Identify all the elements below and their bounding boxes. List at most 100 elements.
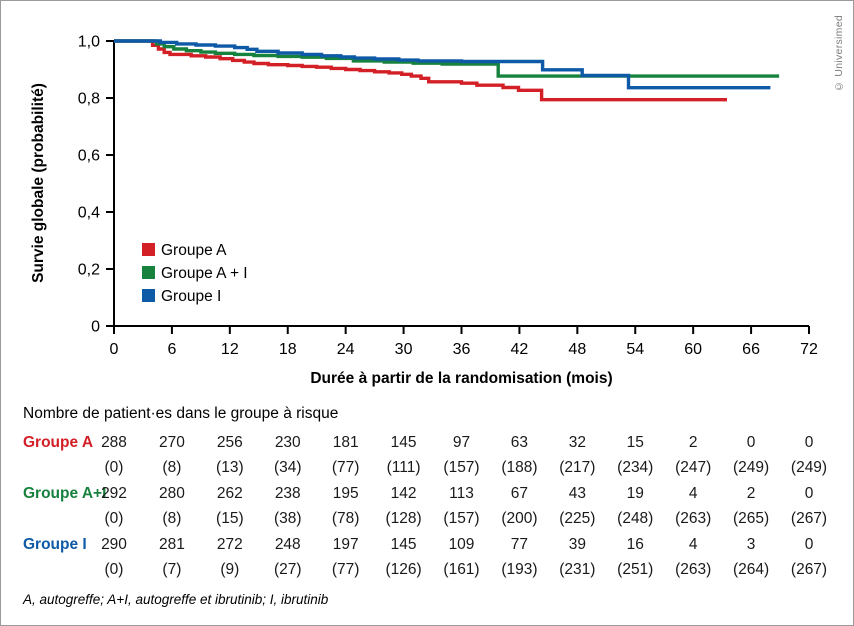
y-tick-label: 0,2 <box>78 262 100 279</box>
risk-at-risk-count: 77 <box>510 536 529 553</box>
risk-censored-count: (265) <box>732 510 770 527</box>
risk-at-risk-count: 142 <box>390 485 417 502</box>
risk-censored-count: (128) <box>385 510 422 527</box>
y-tick-label: 1,0 <box>78 34 100 51</box>
km-chart-svg: 0 0,2 0,4 0,6 0,8 1,0 0 6 12 18 24 30 36 42 48 54 60 66 72… <box>78 34 818 359</box>
risk-at-risk-count: 145 <box>390 434 417 451</box>
risk-at-risk-count: 0 <box>804 536 814 553</box>
x-tick-label: 6 <box>167 341 176 358</box>
risk-censored-count: (34) <box>273 459 302 476</box>
y-tick-label: 0,4 <box>78 205 100 222</box>
risk-at-risk-count: 0 <box>804 434 814 451</box>
risk-table-title: Nombre de patient·es dans le groupe à ri… <box>23 405 339 422</box>
risk-censored-count: (13) <box>216 459 244 476</box>
risk-censored-count: (264) <box>732 561 770 578</box>
risk-row-label-blue: Groupe I <box>23 536 87 553</box>
risk-at-risk-count: 238 <box>274 485 301 502</box>
x-tick-label: 48 <box>568 341 586 358</box>
risk-at-risk-count: 32 <box>568 434 586 451</box>
risk-censored-count: (193) <box>501 561 538 578</box>
x-tick-label: 18 <box>279 341 297 358</box>
risk-at-risk-count: 63 <box>510 434 529 451</box>
x-tick-label: 36 <box>453 341 471 358</box>
risk-censored-count: (267) <box>790 561 828 578</box>
risk-at-risk-count: 2 <box>746 485 756 502</box>
risk-censored-count: (77) <box>331 459 360 476</box>
y-axis-title: Survie globale (probabilité) <box>30 83 47 283</box>
risk-censored-count: (188) <box>501 459 538 476</box>
risk-censored-count: (157) <box>443 510 480 527</box>
legend-label-green: Groupe A + I <box>161 265 248 282</box>
x-tick-label: 24 <box>337 341 355 358</box>
risk-at-risk-count: 195 <box>332 485 359 502</box>
legend-swatch-blue <box>142 289 155 302</box>
risk-at-risk-count: 109 <box>448 536 475 553</box>
risk-at-risk-count: 281 <box>158 536 185 553</box>
risk-censored-count: (263) <box>675 561 712 578</box>
survival-curve-green <box>114 39 780 78</box>
x-tick-label: 60 <box>684 341 702 358</box>
risk-censored-count: (111) <box>386 459 421 476</box>
risk-at-risk-count: 0 <box>746 434 756 451</box>
risk-censored-count: (38) <box>273 510 302 527</box>
risk-censored-count: (249) <box>790 459 828 476</box>
y-tick-label: 0 <box>91 319 100 336</box>
risk-censored-count: (234) <box>617 459 654 476</box>
x-tick-label: 66 <box>742 341 760 358</box>
risk-at-risk-count: 181 <box>332 434 359 451</box>
risk-at-risk-count: 292 <box>101 485 127 502</box>
x-tick-label: 42 <box>511 341 529 358</box>
x-tick-label: 0 <box>110 341 119 358</box>
risk-at-risk-count: 230 <box>274 434 301 451</box>
risk-censored-count: (248) <box>617 510 654 527</box>
risk-at-risk-count: 4 <box>688 536 698 553</box>
risk-at-risk-count: 0 <box>804 485 814 502</box>
risk-censored-count: (27) <box>273 561 302 578</box>
risk-censored-count: (251) <box>617 561 654 578</box>
risk-censored-count: (267) <box>790 510 828 527</box>
risk-at-risk-count: 113 <box>449 485 474 502</box>
risk-censored-count: (249) <box>732 459 770 476</box>
risk-at-risk-count: 280 <box>158 485 185 502</box>
legend-swatch-green <box>142 266 155 279</box>
risk-at-risk-count: 3 <box>746 536 756 553</box>
risk-at-risk-count: 15 <box>626 434 644 451</box>
risk-censored-count: (200) <box>501 510 538 527</box>
x-axis-title: Durée à partir de la randomisation (mois… <box>310 370 613 387</box>
risk-censored-count: (0) <box>104 510 124 527</box>
risk-at-risk-count: 39 <box>568 536 586 553</box>
risk-at-risk-count: 262 <box>216 485 243 502</box>
legend-label-red: Groupe A <box>161 242 227 259</box>
risk-at-risk-count: 19 <box>626 485 644 502</box>
risk-row-label-red: Groupe A <box>23 434 94 451</box>
risk-censored-count: (9) <box>220 561 240 578</box>
risk-at-risk-count: 145 <box>390 536 417 553</box>
risk-censored-count: (8) <box>162 510 182 527</box>
risk-censored-count: (126) <box>385 561 422 578</box>
risk-row-label-green: Groupe A+I <box>23 485 107 502</box>
risk-at-risk-count: 97 <box>452 434 471 451</box>
abbreviation-footnote: A, autogreffe; A+I, autogreffe et ibruti… <box>23 592 329 607</box>
x-tick-label: 54 <box>626 341 644 358</box>
legend-swatch-red <box>142 243 155 256</box>
risk-at-risk-count: 4 <box>688 485 698 502</box>
survival-curve-red <box>114 39 727 102</box>
risk-at-risk-count: 272 <box>216 536 243 553</box>
risk-censored-count: (161) <box>443 561 480 578</box>
risk-censored-count: (263) <box>675 510 712 527</box>
risk-censored-count: (225) <box>559 510 596 527</box>
y-tick-label: 0,8 <box>78 91 100 108</box>
risk-censored-count: (157) <box>443 459 480 476</box>
survival-curve-blue <box>114 39 771 90</box>
x-tick-label: 72 <box>800 341 818 358</box>
risk-at-risk-count: 256 <box>216 434 243 451</box>
y-tick-label: 0,6 <box>78 148 100 165</box>
risk-at-risk-count: 288 <box>101 434 127 451</box>
risk-at-risk-count: 2 <box>688 434 698 451</box>
x-tick-label: 30 <box>395 341 413 358</box>
risk-at-risk-count: 197 <box>332 536 359 553</box>
risk-censored-count: (217) <box>559 459 596 476</box>
risk-at-risk-count: 270 <box>158 434 185 451</box>
risk-censored-count: (0) <box>104 561 124 578</box>
